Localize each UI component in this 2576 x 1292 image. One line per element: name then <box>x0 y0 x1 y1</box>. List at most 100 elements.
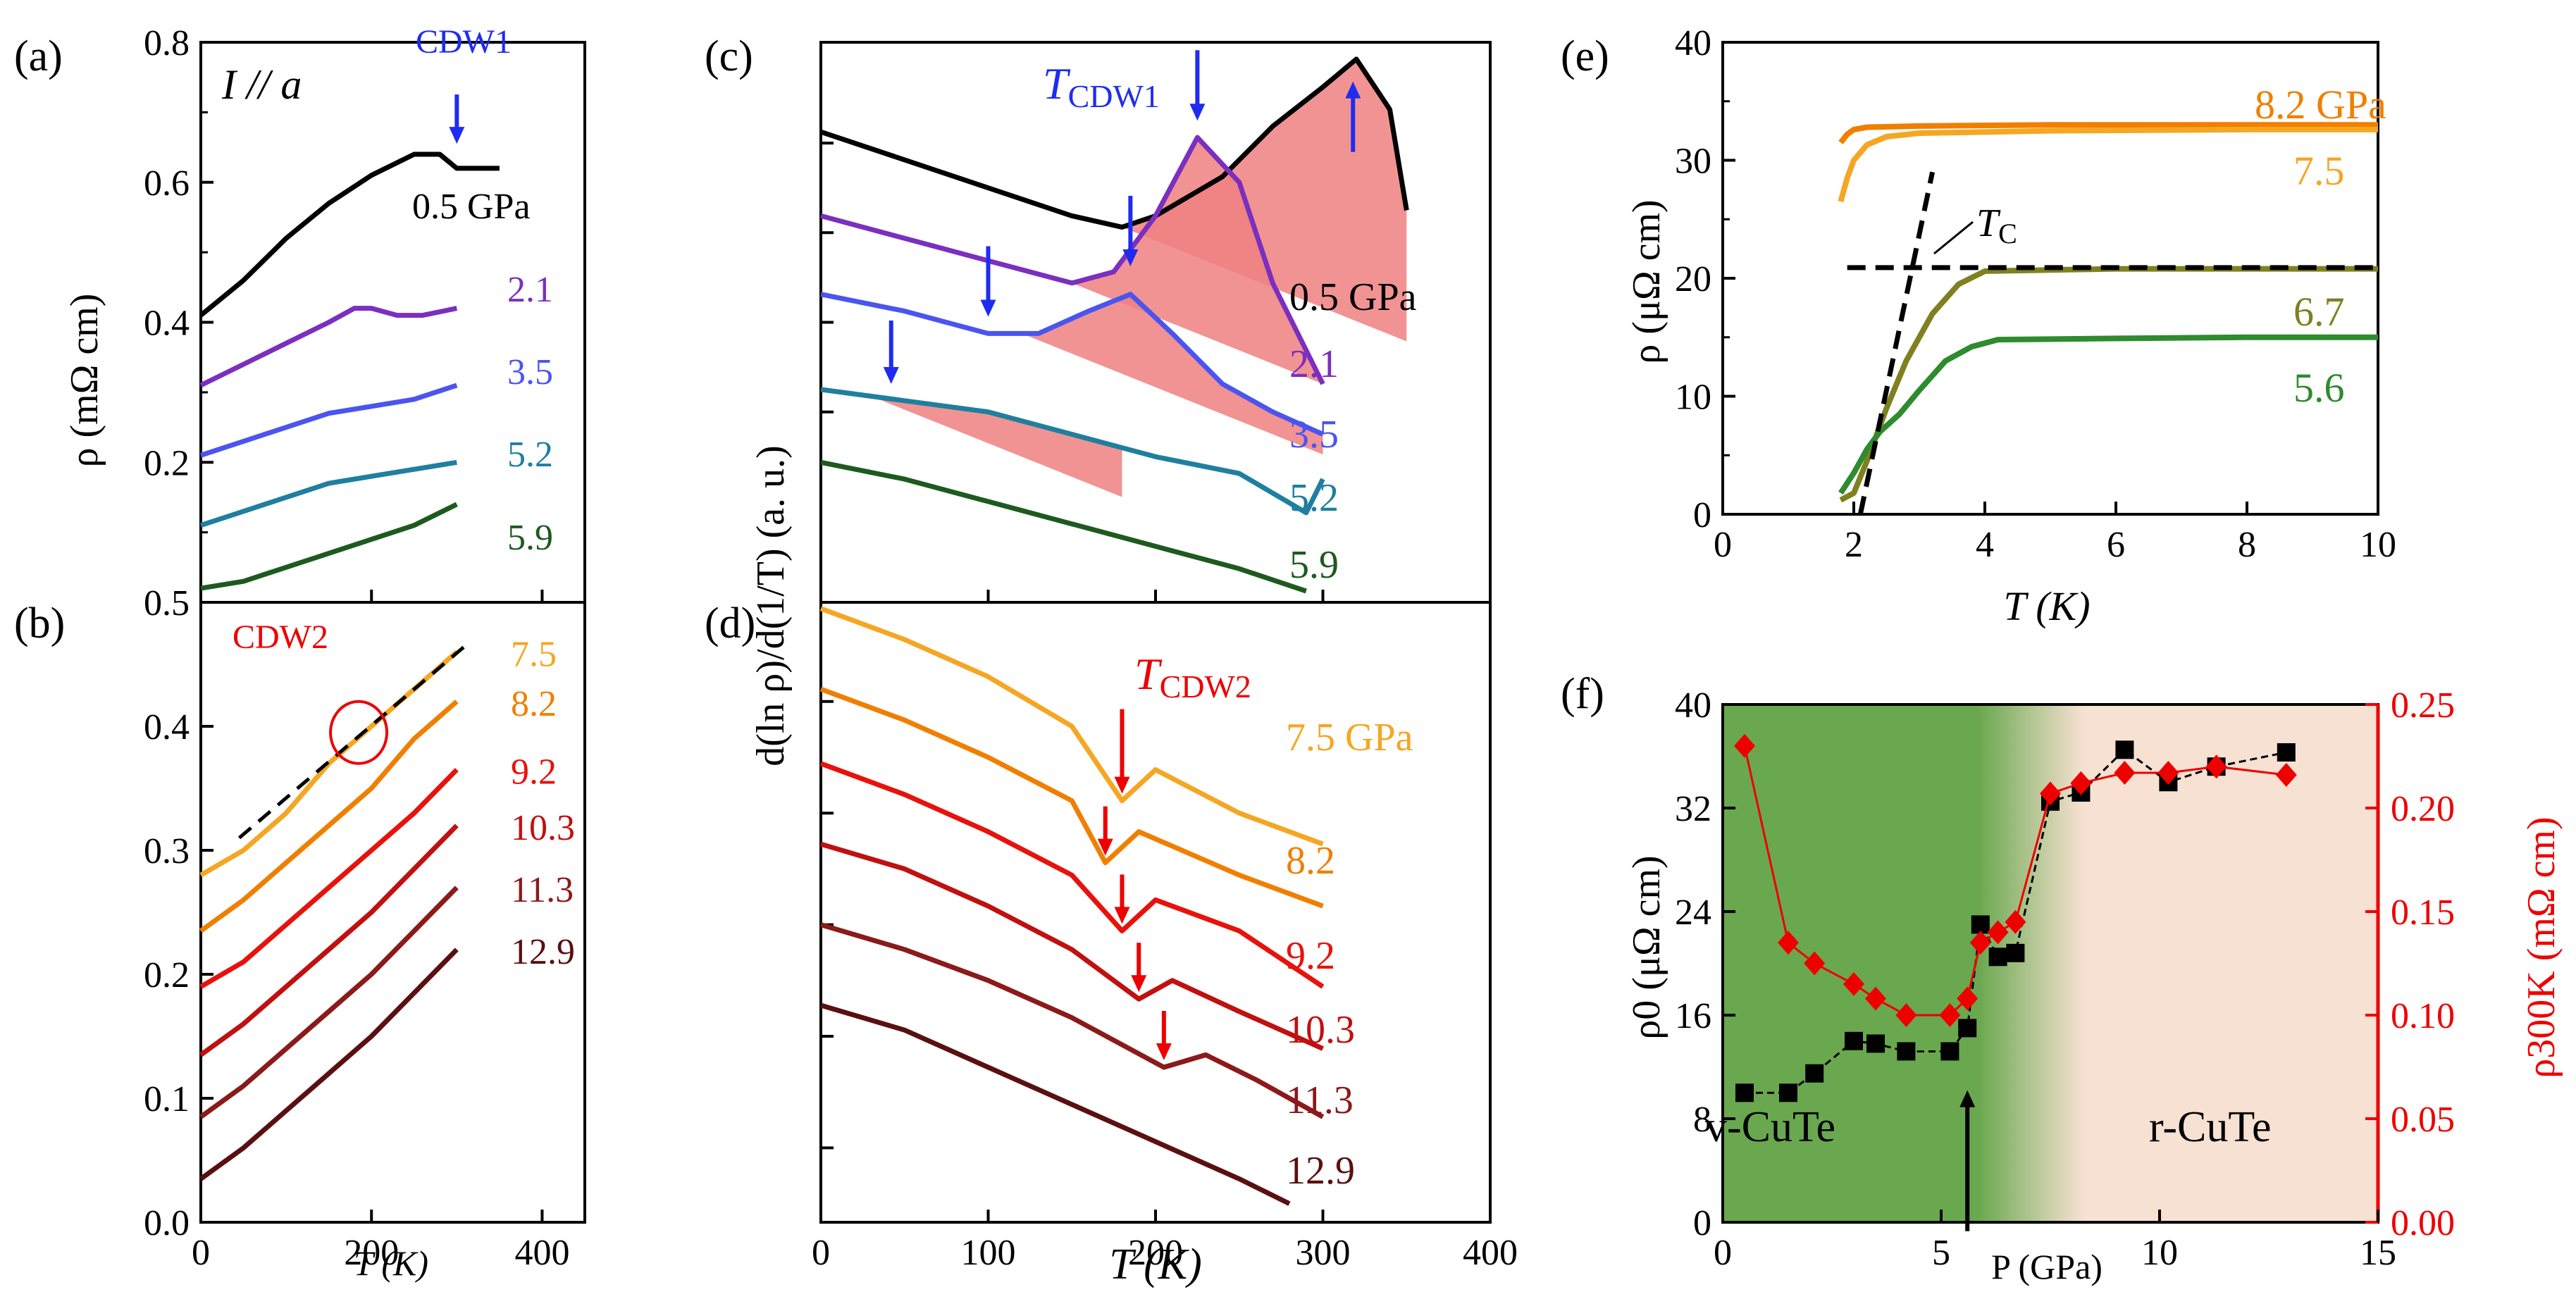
x-tick-label: 4 <box>1976 525 1994 565</box>
tcdw1-arrow-5.9-head <box>883 366 899 384</box>
x-tick-label: 300 <box>1296 1233 1351 1273</box>
y-tick-label: 0.8 <box>144 23 190 63</box>
rho0-marker <box>1971 915 1990 934</box>
y-tick-label: 0.2 <box>144 955 190 995</box>
series-label-c: 3.5 <box>1289 413 1339 456</box>
rho300k-marker <box>2157 761 2179 785</box>
y-tick-label: 8 <box>1693 1100 1711 1140</box>
series-label-a: 5.2 <box>507 435 553 475</box>
y-tick-label: 0.0 <box>144 1203 190 1243</box>
y-right-tick-label: 0.05 <box>2391 1100 2455 1140</box>
tcdw2-arrow-head <box>1131 975 1147 993</box>
y-tick-label: 0 <box>1693 495 1711 535</box>
rho0-marker <box>1958 1019 1977 1038</box>
panel-e-superconducting-transition: 0 10 20 30 40 0 2 4 6 8 10 8.2 GPa 7.5 6.7 5.6 <box>1675 23 2396 565</box>
curve-e-5.6 <box>1838 334 2378 495</box>
series-label-c: 5.2 <box>1289 476 1339 520</box>
curve-b-11.3 <box>199 886 459 1119</box>
series-label-e: 8.2 GPa <box>2255 82 2386 128</box>
curve-d-11.3 <box>820 922 1325 1119</box>
series-label-e: 6.7 <box>2293 289 2345 335</box>
y-tick-label: 24 <box>1675 893 1711 933</box>
y-right-tick-label: 0.15 <box>2391 893 2455 933</box>
rho300k-marker <box>2275 762 2297 787</box>
series-label-d: 9.2 <box>1286 934 1335 978</box>
rho0-marker <box>2277 743 2296 762</box>
rho300k-marker <box>2114 761 2136 785</box>
axis-title-cd-x: T (K) <box>1109 1241 1202 1288</box>
panel-label-f: (f) <box>1561 670 1604 718</box>
cdw1-shaded-area <box>1072 137 1323 384</box>
tcdw2-label: TCDW2 <box>1134 649 1251 704</box>
curve-a-0.5GPa <box>199 151 500 318</box>
axis-title-f-y-left: ρ0 (μΩ cm) <box>1625 855 1668 1039</box>
cdw1-shaded-area <box>1022 294 1323 455</box>
y-tick-label: 20 <box>1675 259 1711 299</box>
rho300k-marker <box>2070 771 2092 795</box>
rho300k-marker <box>1969 931 1991 955</box>
curve-a-3.5 <box>199 383 458 458</box>
axis-title-e-y: ρ (μΩ cm) <box>1625 199 1668 364</box>
y-right-tick-label: 0.25 <box>2391 685 2455 726</box>
curve-b-9.2 <box>199 768 459 989</box>
series-label-d: 7.5 GPa <box>1286 716 1413 759</box>
rho300k-marker <box>1865 986 1886 1011</box>
curve-c-5.9 <box>820 459 1307 594</box>
x-tick-label: 100 <box>961 1233 1016 1273</box>
series-label-a: 5.9 <box>507 518 553 558</box>
phase-boundary-arrow-head <box>1959 1090 1976 1107</box>
cdw2-label: CDW2 <box>233 619 328 656</box>
rho300k-marker <box>1778 931 1799 955</box>
curve-d-10.3 <box>820 841 1324 1051</box>
cdw1-arrow-head <box>449 127 465 144</box>
x-tick-label: 0 <box>1714 1233 1732 1273</box>
tcdw1-arrow-2.1-head <box>1189 104 1206 121</box>
tc-fit-line <box>1857 171 1936 515</box>
rho300k-marker <box>1804 951 1826 976</box>
tc-pointer <box>1933 220 1974 255</box>
rho0-marker <box>1779 1083 1797 1102</box>
y-tick-label: 10 <box>1675 378 1711 418</box>
r-cute-label: r-CuTe <box>2149 1103 2271 1151</box>
y-tick-label: 0.4 <box>144 707 190 747</box>
panel-label-e: (e) <box>1561 32 1609 80</box>
y-tick-label: 0.2 <box>144 443 190 483</box>
y-right-tick-label: 0.10 <box>2391 996 2455 1036</box>
series-label-d: 8.2 <box>1286 839 1335 883</box>
tcdw2-arrow-head <box>1156 1043 1172 1060</box>
x-tick-label: 2 <box>1845 525 1863 565</box>
x-tick-label: 0 <box>812 1233 830 1273</box>
axis-title-cd-y: d(ln ρ)/d(1/T) (a. u.) <box>749 445 793 766</box>
rho300k-marker <box>1843 971 1864 996</box>
panel-label-b: (b) <box>14 600 65 647</box>
series-label-b: 7.5 <box>511 634 557 674</box>
curve-e-8.2GPa <box>1838 122 2378 144</box>
rho0-marker <box>1866 1034 1885 1053</box>
curve-c-3.5 <box>820 292 1324 437</box>
x-tick-label: 6 <box>2107 525 2125 565</box>
rho0-marker <box>1735 1083 1754 1102</box>
rho300k-marker <box>1939 1003 1961 1027</box>
rho0-marker <box>1940 1042 1959 1061</box>
x-tick-label: 5 <box>1932 1233 1950 1273</box>
y-right-tick-label: 0.20 <box>2391 789 2455 829</box>
x-tick-label: 10 <box>2141 1233 2178 1273</box>
rho300k-marker <box>2205 754 2227 779</box>
axis-title-ab-y: ρ (mΩ cm) <box>63 294 106 468</box>
series-label-a: 3.5 <box>507 352 553 392</box>
axis-title-e-x: T (K) <box>2003 583 2090 629</box>
series-label-b: 10.3 <box>511 808 575 848</box>
panel-c-derivative-low-pressure: 0.5 GPa 2.1 3.5 5.2 5.9 <box>819 41 1492 604</box>
x-tick-label: 8 <box>2238 525 2256 565</box>
curve-d-7.5GPa <box>819 606 1324 847</box>
series-label-a: 2.1 <box>507 270 553 310</box>
panel-f-pressure-phase-diagram: 0 8 16 24 32 40 0.00 0.05 0.10 0.15 0.20 0.25 0 5 10 15 <box>1675 685 2455 1273</box>
cdw1-shaded-area <box>1122 58 1407 342</box>
curve-b-12.9 <box>199 948 459 1181</box>
rho0-marker <box>1805 1064 1824 1083</box>
x-tick-label: 0 <box>1714 525 1732 565</box>
y-right-tick-label: 0.00 <box>2391 1203 2455 1243</box>
rho300k-marker <box>1987 920 2009 945</box>
series-label-c: 0.5 GPa <box>1289 275 1417 319</box>
